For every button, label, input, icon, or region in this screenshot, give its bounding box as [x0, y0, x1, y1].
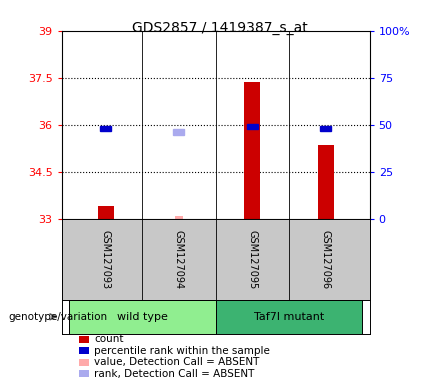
Bar — [98, 206, 114, 219]
Text: GSM127094: GSM127094 — [174, 230, 184, 289]
Bar — [175, 216, 183, 219]
Bar — [79, 359, 89, 366]
Text: wild type: wild type — [117, 312, 168, 322]
Bar — [79, 336, 89, 343]
Bar — [318, 145, 334, 219]
Bar — [100, 126, 111, 131]
Bar — [244, 81, 260, 219]
Bar — [69, 300, 216, 334]
Bar — [247, 124, 258, 129]
Text: value, Detection Call = ABSENT: value, Detection Call = ABSENT — [94, 357, 260, 367]
Bar — [173, 129, 184, 134]
Text: GDS2857 / 1419387_s_at: GDS2857 / 1419387_s_at — [132, 21, 308, 35]
Text: GSM127095: GSM127095 — [247, 230, 257, 289]
Text: count: count — [94, 334, 124, 344]
Bar — [79, 347, 89, 354]
Text: rank, Detection Call = ABSENT: rank, Detection Call = ABSENT — [94, 369, 254, 379]
Text: percentile rank within the sample: percentile rank within the sample — [94, 346, 270, 356]
Bar — [79, 370, 89, 377]
Bar — [216, 300, 362, 334]
Text: Taf7l mutant: Taf7l mutant — [254, 312, 324, 322]
Text: GSM127096: GSM127096 — [321, 230, 330, 289]
Bar — [320, 126, 331, 131]
Text: genotype/variation: genotype/variation — [9, 312, 108, 322]
Text: GSM127093: GSM127093 — [101, 230, 110, 289]
